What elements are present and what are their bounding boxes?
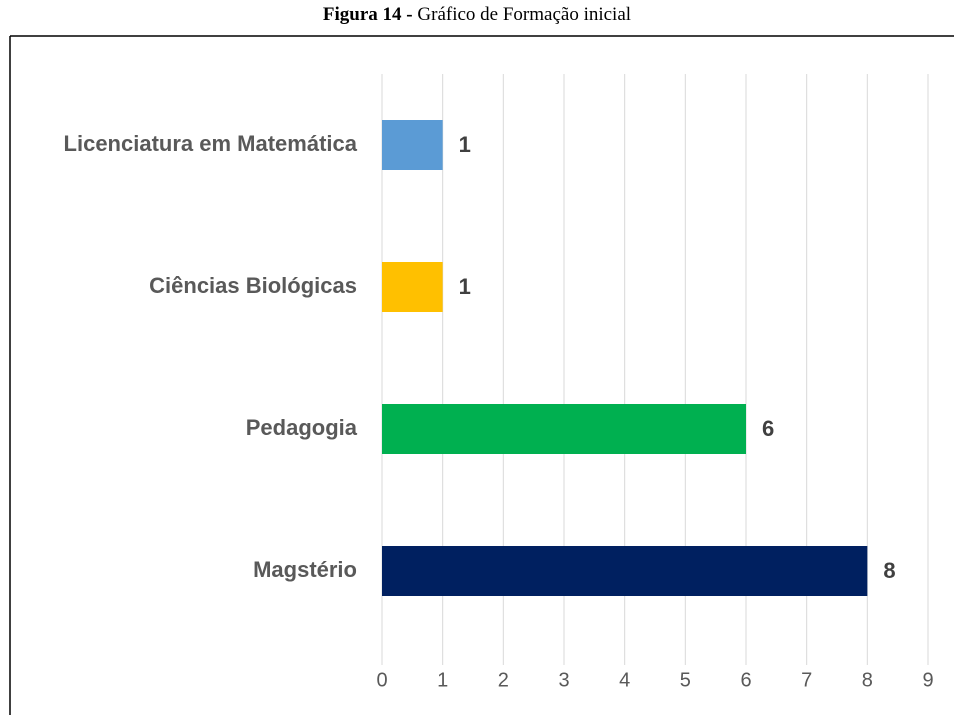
x-tick-label: 4: [619, 669, 630, 691]
bar: [382, 120, 443, 170]
bar: [382, 262, 443, 312]
x-tick-label: 2: [498, 669, 509, 691]
x-tick-label: 6: [740, 669, 751, 691]
bar: [382, 404, 746, 454]
value-label: 6: [762, 416, 774, 441]
x-tick-label: 0: [376, 669, 387, 691]
x-tick-label: 5: [680, 669, 691, 691]
x-tick-label: 8: [862, 669, 873, 691]
x-tick-label: 1: [437, 669, 448, 691]
bar: [382, 546, 868, 596]
value-label: 8: [883, 558, 895, 583]
x-tick-label: 3: [558, 669, 569, 691]
x-tick-label: 9: [922, 669, 933, 691]
y-tick-label: Ciências Biológicas: [149, 273, 357, 298]
value-label: 1: [459, 274, 471, 299]
chart-title: Gráfico de Formação inicial: [417, 4, 631, 25]
y-tick-label: Pedagogia: [246, 415, 358, 440]
caption: Figura 14 - Gráfico de Formação inicial: [323, 4, 631, 25]
caption-label: Figura 14 -: [323, 4, 413, 25]
value-label: 1: [459, 132, 471, 157]
y-tick-label: Magstério: [253, 557, 357, 582]
y-tick-label: Licenciatura em Matemática: [64, 131, 358, 156]
x-tick-label: 7: [801, 669, 812, 691]
